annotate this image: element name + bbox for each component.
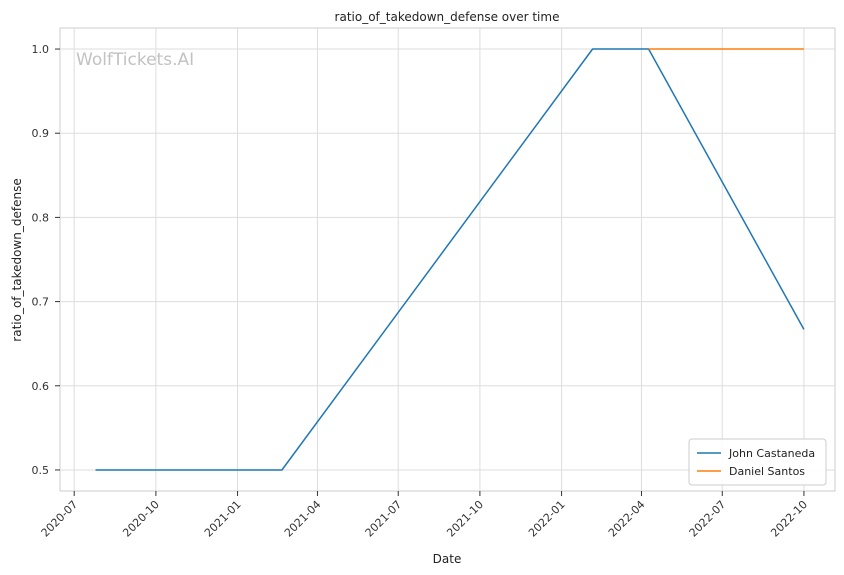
y-tick-label: 0.7	[32, 296, 50, 309]
x-axis-label: Date	[433, 552, 462, 566]
x-tick-label: 2021-01	[202, 498, 244, 540]
legend-entry-label: Daniel Santos	[729, 465, 805, 478]
x-tick-label: 2022-04	[606, 498, 648, 540]
y-tick-label: 0.8	[32, 211, 50, 224]
series-lines	[95, 48, 805, 471]
legend: John Castaneda Daniel Santos	[688, 438, 827, 486]
x-tick-label: 2020-07	[39, 498, 81, 540]
chart-title: ratio_of_takedown_defense over time	[335, 10, 560, 24]
series-line-0	[95, 48, 805, 471]
y-tick-label: 0.9	[32, 127, 50, 140]
y-tick-label: 0.5	[32, 464, 50, 477]
x-tick-label: 2021-07	[363, 498, 405, 540]
x-tick-label: 2022-01	[526, 498, 568, 540]
y-axis-ticks: 0.5 0.6 0.7 0.8 0.9 1.0	[32, 43, 60, 477]
x-tick-label: 2021-04	[282, 498, 324, 540]
legend-entry-label: John Castaneda	[728, 447, 815, 460]
legend-box	[688, 438, 827, 486]
x-tick-label: 2022-07	[687, 498, 729, 540]
x-tick-label: 2020-10	[120, 498, 162, 540]
x-tick-label: 2021-10	[444, 498, 486, 540]
y-tick-label: 0.6	[32, 380, 50, 393]
watermark-text: WolfTickets.AI	[76, 50, 194, 70]
plot-frame	[59, 27, 836, 492]
y-axis-label: ratio_of_takedown_defense	[10, 178, 24, 341]
x-axis-ticks: 2020-07 2020-10 2021-01 2021-04 2021-07 2021-…	[39, 491, 810, 540]
plot-area: WolfTickets.AI	[59, 27, 836, 492]
x-tick-label: 2022-10	[768, 498, 810, 540]
y-tick-label: 1.0	[32, 43, 50, 56]
